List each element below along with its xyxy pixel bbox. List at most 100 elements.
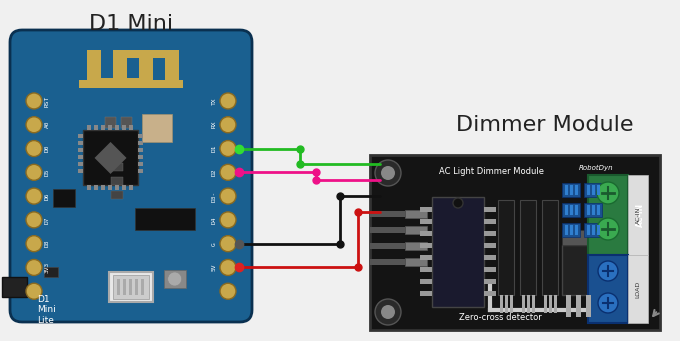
Bar [562,230,592,245]
Circle shape [381,305,395,319]
Circle shape [26,164,42,180]
Bar [554,295,557,313]
Bar [576,295,581,317]
Bar [562,245,592,295]
Bar [123,279,126,295]
Bar [587,225,590,235]
Bar [505,295,508,313]
Bar [113,50,179,58]
Text: AC Light Dimmer Module: AC Light Dimmer Module [439,167,544,176]
Bar [628,255,648,323]
Circle shape [220,260,236,276]
Bar [121,117,132,128]
Text: RX: RX [212,121,217,129]
Text: RobotDyn: RobotDyn [579,165,613,171]
Bar [405,242,427,250]
Bar [562,203,580,217]
Text: D6: D6 [45,192,50,200]
Circle shape [381,166,395,180]
Bar [108,186,112,190]
Circle shape [598,293,618,313]
Bar [584,203,602,217]
Bar [420,231,432,236]
Bar [592,225,595,235]
Circle shape [597,218,619,240]
Bar [575,225,578,235]
Bar [83,131,138,186]
Bar [112,191,123,198]
Bar [108,125,112,131]
Bar [575,185,578,195]
Circle shape [26,117,42,133]
Text: D3-: D3- [212,191,217,202]
Bar [112,163,123,170]
Bar [420,243,432,248]
Bar [113,275,149,299]
Bar [484,231,496,236]
Bar [94,186,98,190]
Text: G: G [212,242,217,246]
Circle shape [220,212,236,228]
Circle shape [220,93,236,109]
Bar [109,272,153,302]
Bar [370,243,405,249]
Text: D0: D0 [45,145,50,152]
Bar [420,207,432,212]
Bar [592,185,595,195]
Bar [570,205,573,215]
Bar [87,186,91,190]
Bar [78,162,83,166]
Bar [139,50,153,86]
Text: AC-IN: AC-IN [636,203,645,227]
Circle shape [26,140,42,157]
Bar [370,211,405,217]
Text: RST: RST [45,95,50,107]
Bar [484,255,496,260]
Bar [484,207,496,212]
Bar [135,208,195,230]
Bar [565,185,568,195]
Bar [138,134,143,138]
Bar [587,205,590,215]
Bar [141,279,144,295]
Text: D1 Mini: D1 Mini [89,14,173,34]
Bar [122,186,126,190]
Bar [370,155,660,330]
Circle shape [220,188,236,204]
Bar [575,205,578,215]
Text: 5V: 5V [212,264,217,271]
Text: A0: A0 [45,121,50,129]
Text: Zero-cross detector: Zero-cross detector [459,313,542,322]
Circle shape [26,93,42,109]
Bar [78,169,83,174]
Bar [544,295,547,313]
Bar [420,291,432,296]
Circle shape [375,160,401,186]
Bar [2,277,27,297]
Circle shape [375,299,401,325]
Bar [117,279,120,295]
Bar [112,177,123,184]
Bar [565,205,568,215]
Bar [562,223,580,237]
Bar [549,295,552,313]
Bar [586,295,591,317]
Bar [135,279,138,295]
Bar [78,155,83,160]
Bar [44,267,58,277]
Circle shape [26,212,42,228]
Bar [588,175,628,255]
Circle shape [220,164,236,180]
Text: D1: D1 [212,145,217,152]
Bar [78,142,83,146]
Circle shape [220,236,236,252]
FancyBboxPatch shape [10,30,252,322]
Bar [484,243,496,248]
Bar [101,125,105,131]
Text: 3V3: 3V3 [45,262,50,273]
Bar [484,291,496,296]
Bar [164,270,186,288]
Bar [588,255,628,323]
Bar [597,185,600,195]
Bar [105,117,116,128]
